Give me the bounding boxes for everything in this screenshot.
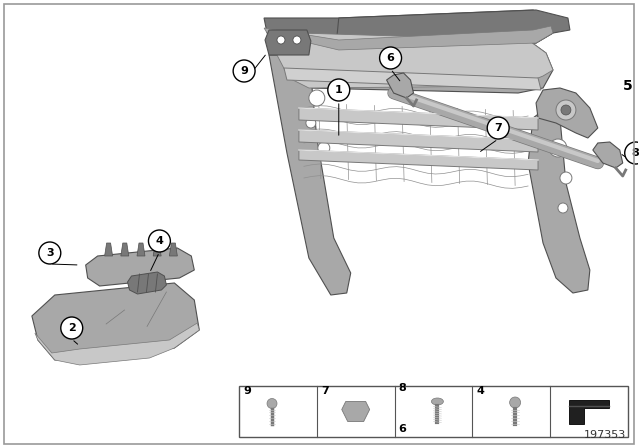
Circle shape <box>509 397 520 408</box>
Circle shape <box>309 90 325 106</box>
Polygon shape <box>35 323 199 365</box>
Polygon shape <box>569 400 609 423</box>
Text: 9: 9 <box>240 66 248 76</box>
Polygon shape <box>170 243 177 256</box>
Polygon shape <box>299 130 538 152</box>
Polygon shape <box>593 142 623 168</box>
Polygon shape <box>86 248 195 286</box>
Circle shape <box>148 230 170 252</box>
Circle shape <box>306 118 316 128</box>
Text: 4: 4 <box>476 386 484 396</box>
Circle shape <box>318 142 330 154</box>
Circle shape <box>328 79 349 101</box>
Polygon shape <box>387 73 413 98</box>
Text: 9: 9 <box>243 386 251 396</box>
Polygon shape <box>342 401 370 422</box>
Bar <box>239 386 628 437</box>
Polygon shape <box>153 243 161 256</box>
Text: 5: 5 <box>623 79 632 93</box>
Polygon shape <box>277 33 553 93</box>
Text: 7: 7 <box>321 386 328 396</box>
Polygon shape <box>528 108 590 293</box>
Polygon shape <box>127 272 166 294</box>
Polygon shape <box>264 10 553 50</box>
Circle shape <box>277 36 285 44</box>
Polygon shape <box>337 10 570 50</box>
Text: 8: 8 <box>632 148 639 158</box>
Polygon shape <box>137 243 145 256</box>
Circle shape <box>556 100 576 120</box>
Text: 4: 4 <box>156 236 163 246</box>
Ellipse shape <box>431 398 444 405</box>
Polygon shape <box>299 108 538 130</box>
Polygon shape <box>104 243 113 256</box>
Text: 6: 6 <box>387 53 394 63</box>
Polygon shape <box>299 150 538 170</box>
Circle shape <box>560 172 572 184</box>
Text: 6: 6 <box>399 424 406 434</box>
Polygon shape <box>277 33 553 88</box>
Polygon shape <box>284 68 541 90</box>
Polygon shape <box>536 88 598 138</box>
Text: 2: 2 <box>68 323 76 333</box>
Circle shape <box>625 142 640 164</box>
Text: 8: 8 <box>399 383 406 393</box>
Circle shape <box>293 36 301 44</box>
Circle shape <box>233 60 255 82</box>
Polygon shape <box>265 30 311 55</box>
Circle shape <box>558 203 568 213</box>
Circle shape <box>61 317 83 339</box>
Text: 197353: 197353 <box>584 430 626 440</box>
Polygon shape <box>32 283 199 360</box>
Polygon shape <box>269 55 351 295</box>
Circle shape <box>267 399 277 409</box>
Text: 1: 1 <box>335 85 342 95</box>
Circle shape <box>487 117 509 139</box>
Text: 7: 7 <box>494 123 502 133</box>
Polygon shape <box>121 243 129 256</box>
Polygon shape <box>264 26 553 50</box>
Text: 3: 3 <box>46 248 54 258</box>
Circle shape <box>561 105 571 115</box>
Circle shape <box>549 139 567 157</box>
Circle shape <box>39 242 61 264</box>
Circle shape <box>380 47 401 69</box>
